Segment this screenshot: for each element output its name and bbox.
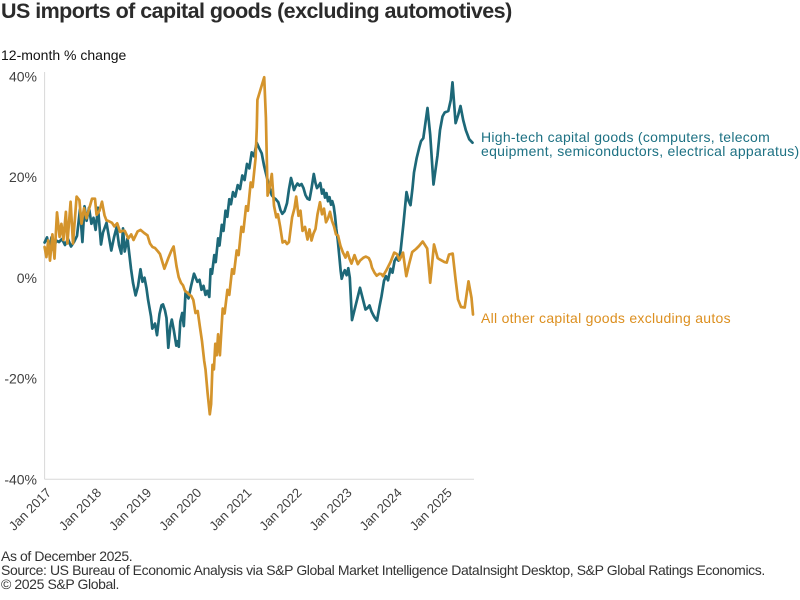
svg-text:40%: 40%	[9, 69, 37, 85]
svg-text:Jan 2018: Jan 2018	[56, 485, 104, 533]
svg-text:Jan 2025: Jan 2025	[406, 485, 454, 533]
svg-text:Jan 2023: Jan 2023	[306, 485, 354, 533]
svg-text:-20%: -20%	[4, 371, 37, 387]
svg-text:Jan 2019: Jan 2019	[106, 485, 154, 533]
svg-text:Jan 2017: Jan 2017	[6, 485, 54, 533]
svg-text:-40%: -40%	[4, 471, 37, 487]
svg-text:Jan 2020: Jan 2020	[156, 485, 204, 533]
svg-text:Jan 2024: Jan 2024	[356, 485, 404, 533]
svg-text:Jan 2022: Jan 2022	[256, 485, 304, 533]
svg-text:Jan 2021: Jan 2021	[206, 485, 254, 533]
svg-text:20%: 20%	[9, 169, 37, 185]
svg-text:0%: 0%	[17, 270, 37, 286]
